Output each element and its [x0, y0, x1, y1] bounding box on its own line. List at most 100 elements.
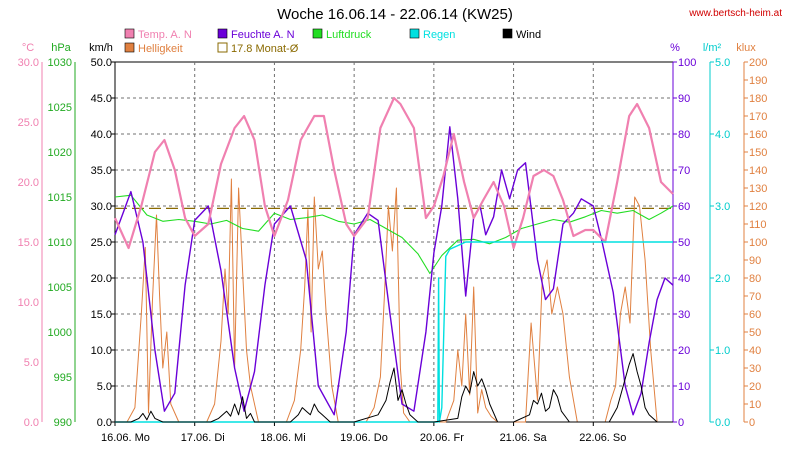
light-tick-label: 180	[749, 93, 767, 105]
light-tick-label: 60	[749, 309, 761, 321]
series-wind	[115, 353, 673, 423]
series-regen	[115, 241, 673, 423]
temp-tick-label: 30.0	[18, 57, 39, 69]
wind-tick-label: 0.0	[97, 417, 112, 429]
rain-tick-label: 4.0	[715, 129, 730, 141]
wind-tick-label: 10.0	[91, 345, 112, 357]
humidity-tick-label: 60	[678, 201, 690, 213]
wind-tick-label: 20.0	[91, 273, 112, 285]
pressure-tick-label: 990	[54, 417, 72, 429]
light-tick-label: 140	[749, 165, 767, 177]
pressure-tick-label: 1010	[48, 237, 72, 249]
legend-label: Helligkeit	[138, 43, 183, 55]
x-tick-label: 18.06. Mi	[260, 432, 305, 444]
site-watermark: www.bertsch-heim.at	[688, 8, 782, 19]
series-temp-a-n	[113, 96, 674, 250]
plot-area	[113, 96, 674, 423]
x-tick-label: 16.06. Mo	[101, 432, 150, 444]
temp-tick-label: 25.0	[18, 117, 39, 129]
humidity-unit-label: %	[670, 42, 680, 54]
series-luftdruck	[114, 194, 674, 275]
humidity-tick-label: 20	[678, 345, 690, 357]
temp-tick-label: 20.0	[18, 177, 39, 189]
pressure-tick-label: 1020	[48, 147, 72, 159]
light-tick-label: 10	[749, 399, 761, 411]
temp-unit-label: °C	[22, 42, 34, 54]
temp-tick-label: 5.0	[24, 357, 39, 369]
light-unit-label: klux	[736, 42, 756, 54]
wind-tick-label: 40.0	[91, 129, 112, 141]
light-tick-label: 190	[749, 75, 767, 87]
legend-label: Wind	[516, 29, 541, 41]
legend-swatch	[217, 42, 228, 53]
light-tick-label: 160	[749, 129, 767, 141]
light-tick-label: 0	[749, 417, 755, 429]
x-tick-label: 17.06. Di	[181, 432, 225, 444]
light-tick-label: 150	[749, 147, 767, 159]
humidity-tick-label: 0	[678, 417, 684, 429]
wind-tick-label: 45.0	[91, 93, 112, 105]
temp-tick-label: 15.0	[18, 237, 39, 249]
legend-label: Temp. A. N	[138, 29, 192, 41]
pressure-tick-label: 995	[54, 372, 72, 384]
humidity-tick-label: 30	[678, 309, 690, 321]
light-tick-label: 120	[749, 201, 767, 213]
wind-tick-label: 30.0	[91, 201, 112, 213]
humidity-tick-label: 70	[678, 165, 690, 177]
legend-label: Regen	[423, 29, 455, 41]
rain-tick-label: 5.0	[715, 57, 730, 69]
temp-tick-label: 0.0	[24, 417, 39, 429]
light-tick-label: 30	[749, 363, 761, 375]
humidity-tick-label: 50	[678, 237, 690, 249]
humidity-tick-label: 90	[678, 93, 690, 105]
series-helligkeit	[115, 178, 673, 423]
x-tick-label: 21.06. Sa	[500, 432, 548, 444]
humidity-tick-label: 100	[678, 57, 696, 69]
pressure-tick-label: 1000	[48, 327, 72, 339]
legend-swatch	[409, 28, 420, 39]
light-tick-label: 40	[749, 345, 761, 357]
rain-tick-label: 0.0	[715, 417, 730, 429]
light-tick-label: 200	[749, 57, 767, 69]
legend-label: Luftdruck	[326, 29, 372, 41]
light-tick-label: 70	[749, 291, 761, 303]
light-tick-label: 110	[749, 219, 767, 231]
rain-tick-label: 1.0	[715, 345, 730, 357]
pressure-tick-label: 1005	[48, 282, 72, 294]
pressure-unit-label: hPa	[51, 42, 71, 54]
legend-swatch	[124, 42, 135, 53]
wind-tick-label: 5.0	[97, 381, 112, 393]
x-tick-label: 22.06. So	[579, 432, 626, 444]
light-tick-label: 20	[749, 381, 761, 393]
wind-tick-label: 15.0	[91, 309, 112, 321]
legend-label: 17.8 Monat-Ø	[231, 43, 299, 55]
legend-swatch	[124, 28, 135, 39]
light-tick-label: 50	[749, 327, 761, 339]
wind-tick-label: 50.0	[91, 57, 112, 69]
light-tick-label: 100	[749, 237, 767, 249]
humidity-tick-label: 80	[678, 129, 690, 141]
legend-swatch	[217, 28, 228, 39]
rain-unit-label: l/m²	[703, 42, 722, 54]
pressure-tick-label: 1015	[48, 192, 72, 204]
light-tick-label: 130	[749, 183, 767, 195]
rain-tick-label: 2.0	[715, 273, 730, 285]
light-tick-label: 90	[749, 255, 761, 267]
light-tick-label: 170	[749, 111, 767, 123]
series-feuchte-a-n	[114, 126, 674, 416]
legend-swatch	[312, 28, 323, 39]
chart-title: Woche 16.06.14 - 22.06.14 (KW25)	[277, 6, 513, 23]
light-tick-label: 80	[749, 273, 761, 285]
wind-tick-label: 35.0	[91, 165, 112, 177]
humidity-tick-label: 40	[678, 273, 690, 285]
temp-tick-label: 10.0	[18, 297, 39, 309]
pressure-tick-label: 1030	[48, 57, 72, 69]
x-tick-label: 20.06. Fr	[420, 432, 464, 444]
pressure-tick-label: 1025	[48, 102, 72, 114]
x-tick-label: 19.06. Do	[340, 432, 388, 444]
humidity-tick-label: 10	[678, 381, 690, 393]
legend-label: Feuchte A. N	[231, 29, 295, 41]
wind-unit-label: km/h	[89, 42, 113, 54]
legend: Temp. A. N Feuchte A. N Luftdruck Regen Wind…	[124, 28, 541, 55]
